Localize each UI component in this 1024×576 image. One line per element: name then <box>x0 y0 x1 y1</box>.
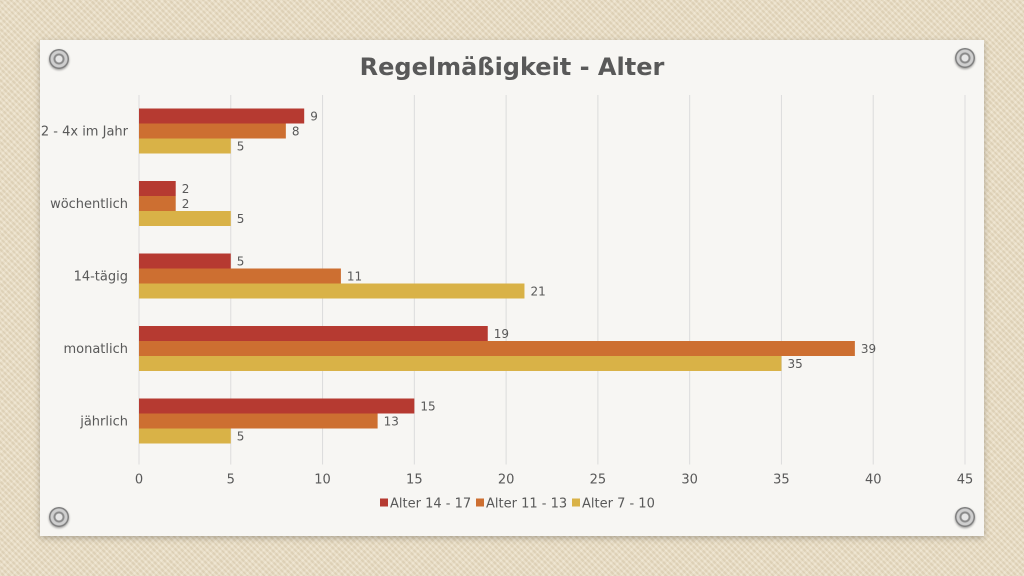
legend-swatch <box>476 498 484 507</box>
legend-swatch <box>572 498 580 507</box>
data-label: 8 <box>292 125 300 139</box>
pin-top-right <box>955 48 975 68</box>
category-labels: 2 - 4x im Jahr wöchentlich 14-tägig monatli… <box>41 125 129 430</box>
bar <box>139 211 231 226</box>
data-label: 9 <box>310 110 318 124</box>
x-axis-ticks: 0 5 10 15 20 25 30 35 40 45 <box>135 473 973 488</box>
data-label: 5 <box>237 255 245 269</box>
x-tick-label: 5 <box>227 473 235 488</box>
bar <box>139 123 286 139</box>
bars: 98 5 22 5 5 11 21 19 39 35 15 13 5 <box>139 108 876 444</box>
data-label: 21 <box>530 285 545 299</box>
pin-top-left <box>49 49 69 69</box>
bar <box>139 413 378 429</box>
x-tick-label: 30 <box>681 473 698 488</box>
bar <box>139 326 488 341</box>
chart-title: Regelmäßigkeit - Alter <box>360 53 665 81</box>
data-label: 15 <box>420 400 435 414</box>
legend-label: Alter 7 - 10 <box>582 497 655 512</box>
x-tick-label: 40 <box>865 473 882 488</box>
category-label: wöchentlich <box>50 197 128 212</box>
category-label: jährlich <box>79 415 128 430</box>
legend: Alter 14 - 17 Alter 11 - 13 Alter 7 - 10 <box>380 497 655 512</box>
data-label: 5 <box>237 430 245 444</box>
data-label: 35 <box>787 357 802 371</box>
chart-board: Regelmäßigkeit - Alter 9 8 5 2 2 5 5 11 21 19 39 35… <box>40 40 984 536</box>
data-label: 2 <box>182 182 190 196</box>
bar <box>139 356 782 371</box>
bar <box>139 108 305 124</box>
pin-bottom-left <box>49 507 69 527</box>
bar <box>139 398 415 414</box>
bar-chart: Regelmäßigkeit - Alter 98522551121193935… <box>41 53 973 512</box>
data-label: 19 <box>494 327 509 341</box>
data-label: 5 <box>237 140 245 154</box>
data-label: 13 <box>384 415 399 429</box>
x-tick-label: 20 <box>498 473 515 488</box>
x-tick-label: 35 <box>773 473 790 488</box>
bar <box>139 253 231 269</box>
legend-label: Alter 11 - 13 <box>486 497 567 512</box>
x-tick-label: 45 <box>957 473 974 488</box>
category-label: 2 - 4x im Jahr <box>41 125 129 140</box>
category-label: monatlich <box>63 342 128 357</box>
category-label: 14-tägig <box>74 270 128 285</box>
data-label: 39 <box>861 342 876 356</box>
bar <box>139 181 176 196</box>
gridlines <box>138 95 966 465</box>
bar <box>139 138 231 154</box>
bar <box>139 196 176 211</box>
data-label: 5 <box>237 212 245 226</box>
bar <box>139 283 525 299</box>
x-tick-label: 15 <box>406 473 423 488</box>
data-label: 2 <box>182 197 190 211</box>
bar <box>139 428 231 444</box>
bar <box>139 268 341 284</box>
pin-bottom-right <box>955 507 975 527</box>
x-tick-label: 10 <box>314 473 331 488</box>
x-tick-label: 0 <box>135 473 143 488</box>
legend-label: Alter 14 - 17 <box>390 497 471 512</box>
data-label: 11 <box>347 270 362 284</box>
x-tick-label: 25 <box>590 473 607 488</box>
bar <box>139 341 855 356</box>
legend-swatch <box>380 498 388 507</box>
